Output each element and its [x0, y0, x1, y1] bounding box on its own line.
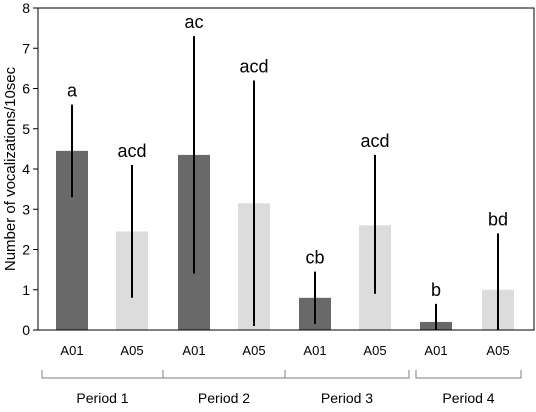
category-label: A01	[182, 343, 205, 358]
group-bracket	[284, 370, 410, 379]
category-label: A05	[120, 343, 143, 358]
category-label: A05	[363, 343, 386, 358]
plot-area: 0 1 2 3 4 5 6 7 8 a A01 acd A05 ac A01 acd A05 cb A01 acd A0…	[22, 0, 522, 406]
y-tick-label: 5	[22, 121, 30, 137]
significance-label: ac	[184, 12, 203, 32]
category-label: A01	[424, 343, 447, 358]
y-tick-label: 4	[22, 161, 30, 177]
plot-frame	[37, 7, 535, 331]
category-label: A01	[60, 343, 83, 358]
group-label: Period 3	[321, 390, 373, 406]
group-bracket	[41, 370, 164, 379]
significance-label: b	[431, 280, 441, 300]
group-label: Period 4	[442, 390, 494, 406]
group-bracket	[162, 370, 286, 379]
group-bracket	[415, 370, 522, 379]
significance-label: acd	[360, 131, 389, 151]
significance-label: bd	[488, 209, 508, 229]
y-tick-label: 8	[22, 0, 30, 16]
y-tick-label: 3	[22, 201, 30, 217]
category-label: A05	[242, 343, 265, 358]
y-tick-label: 0	[22, 322, 30, 338]
y-tick-label: 1	[22, 282, 30, 298]
category-label: A01	[303, 343, 326, 358]
y-tick-label: 7	[22, 40, 30, 56]
y-tick-label: 2	[22, 242, 30, 258]
category-label: A05	[486, 343, 509, 358]
group-label: Period 2	[198, 390, 250, 406]
significance-label: cb	[305, 248, 324, 268]
y-tick-label: 6	[22, 81, 30, 97]
y-axis-title: Number of vocalizations/10sec	[2, 66, 19, 271]
significance-label: a	[67, 81, 78, 101]
significance-label: acd	[117, 141, 146, 161]
group-label: Period 1	[76, 390, 128, 406]
significance-label: acd	[239, 56, 268, 76]
